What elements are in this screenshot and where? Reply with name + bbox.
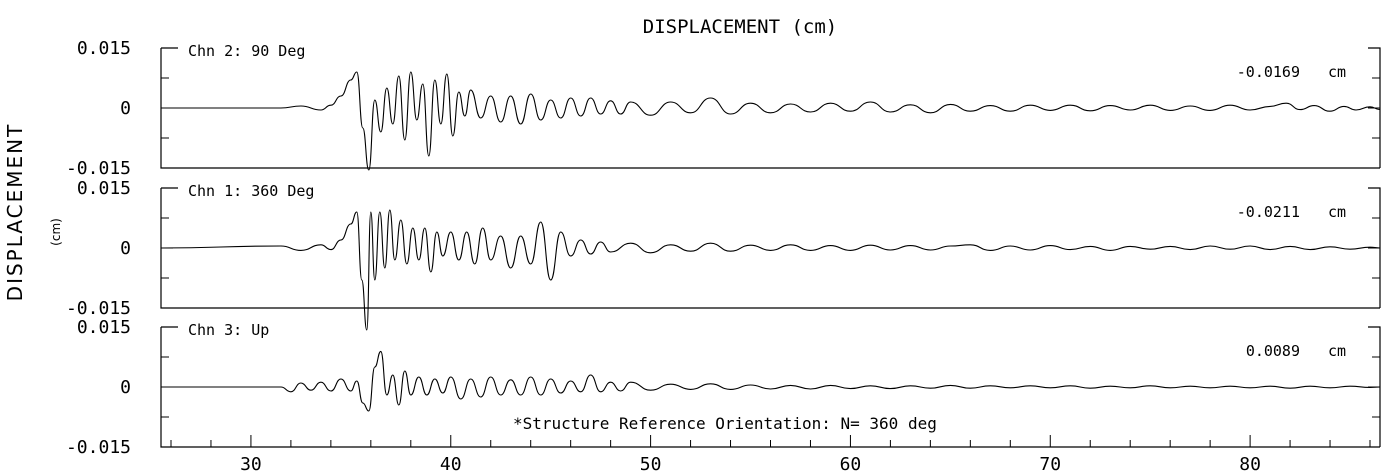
panel-2: 0.015 0 -0.015 Chn 1: 360 Deg -0.0211 cm [66, 178, 1381, 331]
y-tick-label: 0 [120, 98, 131, 119]
y-tick-label: -0.015 [66, 158, 131, 179]
x-tick-label: 80 [1239, 454, 1261, 475]
peak-unit: cm [1328, 63, 1346, 81]
peak-value: -0.0169 [1237, 63, 1300, 81]
x-tick-label: 40 [440, 454, 462, 475]
series-line [160, 209, 1381, 331]
y-tick-label: 0.015 [77, 38, 131, 59]
y-tick-label: 0 [120, 377, 131, 398]
panel-frame-top [161, 47, 1381, 168]
x-tick-label: 70 [1039, 454, 1061, 475]
y-tick-label: 0.015 [77, 317, 131, 338]
series-line [160, 350, 1381, 412]
peak-value: 0.0089 [1246, 342, 1300, 360]
series-line [160, 71, 1381, 171]
panel-3: 0.015 0 -0.015 Chn 3: Up 0.0089 cm [66, 317, 1381, 458]
orientation-note: *Structure Reference Orientation: N= 360… [513, 414, 937, 433]
panel-frame-top [161, 187, 1381, 308]
channel-label: Chn 3: Up [188, 321, 269, 339]
x-tick-label: 50 [640, 454, 662, 475]
y-axis-unit: (cm) [49, 218, 63, 246]
y-axis-label: DISPLACEMENT [3, 123, 27, 302]
panel-1: 0.015 0 -0.015 Chn 2: 90 Deg -0.0169 cm [66, 38, 1381, 179]
channel-label: Chn 2: 90 Deg [188, 42, 305, 60]
peak-unit: cm [1328, 203, 1346, 221]
y-tick-label: 0.015 [77, 178, 131, 199]
chart-title: DISPLACEMENT (cm) [643, 16, 837, 38]
panel-frame-left [160, 188, 1380, 309]
channel-label: Chn 1: 360 Deg [188, 182, 314, 200]
y-tick-label: -0.015 [66, 437, 131, 458]
y-tick-label: 0 [120, 238, 131, 259]
y-tick-label: -0.015 [66, 298, 131, 319]
peak-unit: cm [1328, 342, 1346, 360]
peak-value: -0.0211 [1237, 203, 1300, 221]
panel-frame-left [160, 48, 1380, 169]
x-tick-label: 30 [240, 454, 262, 475]
x-tick-label: 60 [840, 454, 862, 475]
